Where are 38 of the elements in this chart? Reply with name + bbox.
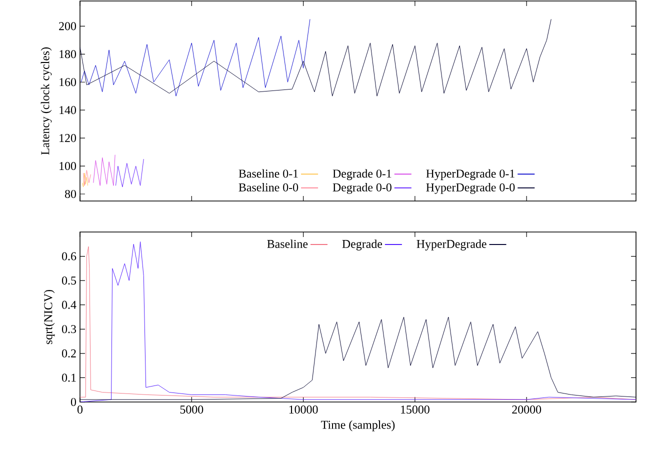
y-tick-label: 140: [60, 106, 76, 114]
y-tick-label: 180: [60, 50, 76, 58]
y-tick-label: 0.4: [62, 300, 76, 309]
line-series: [83, 170, 91, 186]
x-tick-label: 15000: [401, 406, 430, 414]
legend-label: Degrade 0-0: [332, 183, 392, 194]
line-series: [82, 172, 88, 188]
y-tick-label: 160: [60, 78, 76, 86]
line-series: [115, 158, 144, 188]
y-tick-label: 100: [60, 162, 76, 170]
y-tick-label: 0.3: [62, 325, 76, 334]
legend-label: Baseline 0-1: [238, 169, 298, 178]
y-tick-label: 80: [64, 190, 76, 198]
x-axis-title: Time (samples): [321, 420, 395, 432]
y-tick-label: 200: [59, 22, 76, 30]
line-series: [93, 154, 116, 186]
x-tick-label: 10000: [289, 406, 318, 414]
legend-label: Degrade: [342, 240, 382, 250]
line-series: [80, 18, 310, 96]
y-tick-label: 120: [60, 134, 76, 142]
x-tick-label: 5000: [180, 406, 204, 414]
y-tick-label: 0.5: [62, 276, 76, 285]
y-axis-title: Latency (clock cycles): [40, 47, 52, 155]
x-tick-label: 20000: [512, 406, 542, 414]
y-tick-label: 0.2: [62, 349, 76, 358]
legend-label: HyperDegrade 0-0: [426, 183, 515, 194]
legend-label: HyperDegrade: [416, 240, 486, 250]
legend-label: Baseline 0-0: [238, 183, 298, 192]
line-series: [80, 18, 552, 96]
legend-label: Degrade 0-1: [332, 169, 392, 180]
y-tick-label: 0.1: [62, 374, 76, 382]
y-tick-label: 0.6: [62, 252, 76, 260]
y-axis-title: sqrt(NICV): [44, 290, 55, 344]
y-tick-label: 0: [70, 398, 76, 406]
line-series: [80, 316, 636, 400]
legend-label: HyperDegrade 0-1: [426, 169, 514, 180]
legend-label: Baseline: [267, 240, 308, 248]
x-tick-label: 0: [77, 406, 83, 414]
